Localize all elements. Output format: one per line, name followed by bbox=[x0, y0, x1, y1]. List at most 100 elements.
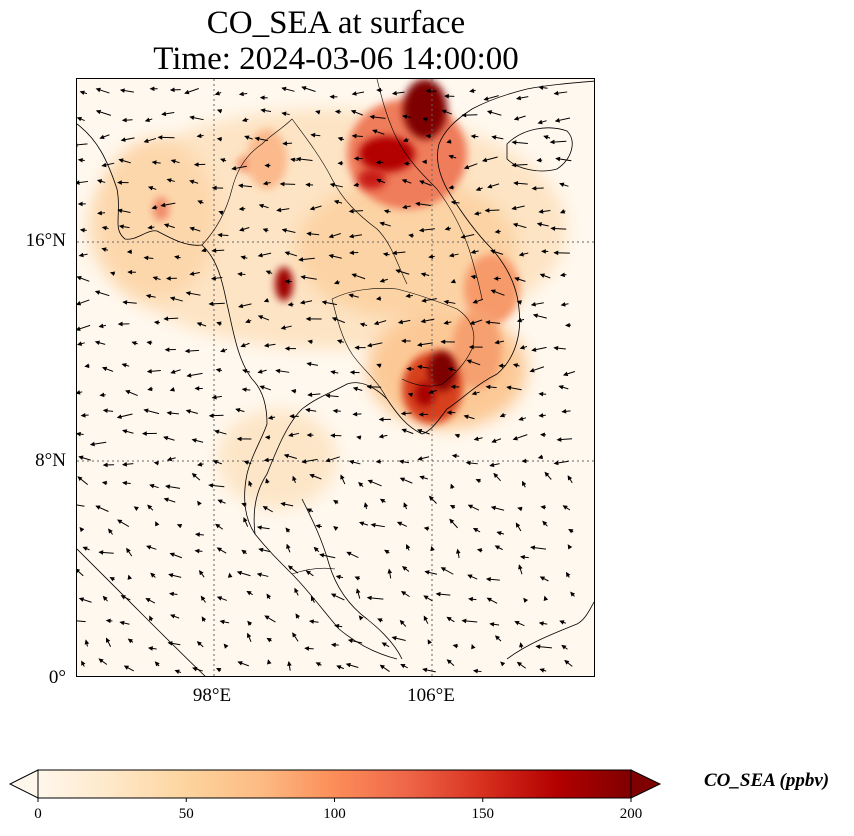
wind-arrowhead bbox=[421, 298, 427, 303]
colorbar-gradient bbox=[37, 769, 632, 799]
wind-arrowhead bbox=[105, 637, 111, 643]
wind-arrowhead bbox=[473, 436, 479, 442]
wind-arrowhead bbox=[98, 550, 104, 555]
wind-arrowhead bbox=[260, 108, 266, 113]
wind-arrowhead bbox=[265, 478, 270, 484]
wind-arrowhead bbox=[185, 409, 191, 414]
wind-arrowhead bbox=[447, 367, 453, 372]
wind-arrowhead bbox=[376, 178, 382, 184]
wind-arrowhead bbox=[359, 322, 365, 328]
wind-arrowhead bbox=[284, 346, 290, 351]
wind-arrowhead bbox=[98, 658, 104, 664]
wind-arrowhead bbox=[186, 373, 192, 378]
wind-arrowhead bbox=[246, 590, 252, 596]
wind-arrowhead bbox=[452, 643, 458, 649]
wind-arrowhead bbox=[127, 269, 133, 275]
wind-arrowhead bbox=[295, 156, 301, 162]
wind-arrowhead bbox=[511, 205, 517, 211]
wind-arrowhead bbox=[369, 114, 375, 120]
wind-arrowhead bbox=[354, 576, 360, 581]
wind-arrowhead bbox=[333, 526, 339, 531]
wind-arrowhead bbox=[237, 271, 243, 277]
colorbar-tick-label: 0 bbox=[34, 806, 42, 822]
wind-arrowhead bbox=[493, 276, 499, 281]
wind-arrowhead bbox=[406, 544, 411, 550]
wind-arrowhead bbox=[259, 95, 265, 101]
wind-arrowhead bbox=[415, 201, 421, 207]
wind-arrowhead bbox=[117, 519, 123, 524]
wind-arrowhead bbox=[77, 476, 83, 482]
wind-arrowhead bbox=[333, 499, 339, 505]
wind-arrowhead bbox=[84, 363, 90, 369]
wind-arrowhead bbox=[529, 368, 535, 373]
wind-arrowhead bbox=[544, 471, 550, 477]
wind-arrowhead bbox=[466, 359, 472, 364]
wind-arrowhead bbox=[395, 269, 401, 274]
wind-arrowhead bbox=[313, 546, 319, 552]
wind-arrowhead bbox=[196, 133, 202, 139]
wind-arrowhead bbox=[450, 200, 456, 205]
wind-arrowhead bbox=[155, 521, 160, 527]
coastline-vietnam bbox=[437, 80, 594, 410]
wind-arrowhead bbox=[238, 206, 244, 212]
wind-arrowhead bbox=[170, 159, 176, 164]
plume-vietnam-south-central bbox=[452, 309, 502, 389]
wind-arrowhead bbox=[94, 290, 101, 295]
wind-arrowhead bbox=[512, 363, 519, 368]
border-thailand-laos bbox=[291, 118, 408, 285]
wind-arrowhead bbox=[200, 595, 206, 601]
lat-label-16n: 16°N bbox=[25, 230, 66, 251]
wind-arrowhead bbox=[163, 223, 170, 228]
wind-arrowhead bbox=[117, 180, 122, 185]
wind-arrowhead bbox=[194, 532, 200, 537]
wind-arrowhead bbox=[514, 621, 520, 626]
wind-arrowhead bbox=[448, 154, 454, 160]
wind-arrowhead bbox=[518, 564, 523, 570]
wind-arrowhead bbox=[163, 435, 169, 441]
wind-arrowhead bbox=[375, 296, 381, 301]
wind-arrowhead bbox=[490, 505, 497, 511]
wind-arrowhead bbox=[418, 227, 425, 233]
wind-arrowhead bbox=[118, 224, 124, 229]
wind-arrowhead bbox=[475, 186, 481, 192]
wind-arrowhead bbox=[384, 549, 390, 555]
wind-arrowhead bbox=[96, 210, 102, 216]
wind-arrowhead bbox=[241, 117, 248, 123]
coastline-myanmar bbox=[77, 123, 398, 660]
wind-arrowhead bbox=[485, 384, 491, 390]
border-thailand-cambodia bbox=[331, 298, 388, 400]
wind-arrowhead bbox=[420, 272, 426, 277]
wind-arrowhead bbox=[425, 88, 431, 94]
haze-laos bbox=[297, 179, 517, 319]
wind-arrowhead bbox=[119, 620, 125, 626]
wind-arrowhead bbox=[281, 228, 287, 233]
wind-arrowhead bbox=[486, 110, 493, 115]
wind-arrowhead bbox=[444, 226, 450, 231]
wind-arrowhead bbox=[223, 643, 229, 649]
wind-arrowhead bbox=[356, 435, 362, 440]
wind-arrowhead bbox=[231, 165, 237, 171]
wind-arrowhead bbox=[336, 339, 343, 344]
wind-arrowhead bbox=[170, 369, 176, 374]
wind-arrowhead bbox=[471, 644, 476, 650]
wind-arrowhead bbox=[351, 133, 357, 139]
wind-arrowhead bbox=[150, 572, 156, 578]
wind-arrowhead bbox=[95, 109, 102, 115]
wind-arrowhead bbox=[212, 459, 218, 465]
wind-arrowhead bbox=[352, 386, 359, 392]
wind-arrowhead bbox=[470, 249, 476, 254]
wind-arrowhead bbox=[542, 520, 548, 526]
wind-arrowhead bbox=[264, 435, 270, 440]
lat-label-0: 0° bbox=[48, 667, 66, 688]
wind-arrowhead bbox=[513, 181, 519, 186]
wind-arrowhead bbox=[329, 94, 335, 100]
wind-arrowhead bbox=[441, 109, 447, 114]
wind-arrowhead bbox=[350, 109, 357, 115]
wind-arrowhead bbox=[300, 275, 306, 280]
wind-arrowhead bbox=[117, 321, 123, 327]
wind-arrowhead bbox=[189, 271, 195, 276]
wind-arrowhead bbox=[538, 621, 544, 626]
wind-arrowhead bbox=[292, 475, 297, 482]
wind-arrowhead bbox=[472, 668, 479, 674]
wind-arrowhead bbox=[237, 661, 243, 666]
